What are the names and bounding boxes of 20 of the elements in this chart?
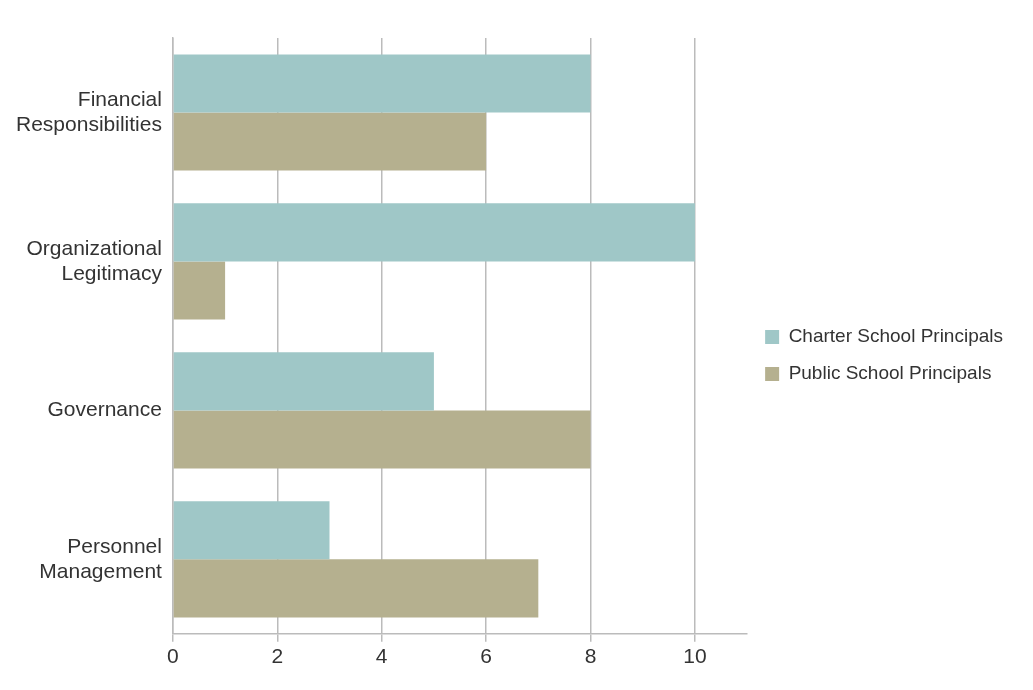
bar — [173, 501, 330, 560]
bar — [173, 203, 695, 262]
x-tick-label: 0 — [167, 644, 179, 668]
bar — [173, 112, 487, 171]
y-tick-label: Personnel Management — [39, 533, 163, 582]
x-tick-label: 10 — [683, 644, 707, 668]
bar — [173, 410, 591, 469]
legend-label: Public School Principals — [788, 362, 992, 384]
y-tick-label: Organizational Legitimacy — [26, 235, 163, 284]
bar — [173, 559, 539, 618]
x-tick-label: 2 — [271, 644, 284, 668]
x-tick-label: 4 — [375, 644, 388, 668]
x-tick-label: 6 — [480, 644, 492, 668]
legend-label: Charter School Principals — [788, 325, 1003, 347]
bar — [173, 352, 434, 411]
x-tick-label: 8 — [584, 644, 597, 668]
y-tick-label: Financial Responsibilities — [16, 86, 162, 135]
bar — [173, 54, 591, 113]
y-tick-label: Governance — [47, 397, 162, 421]
bar — [173, 261, 226, 320]
